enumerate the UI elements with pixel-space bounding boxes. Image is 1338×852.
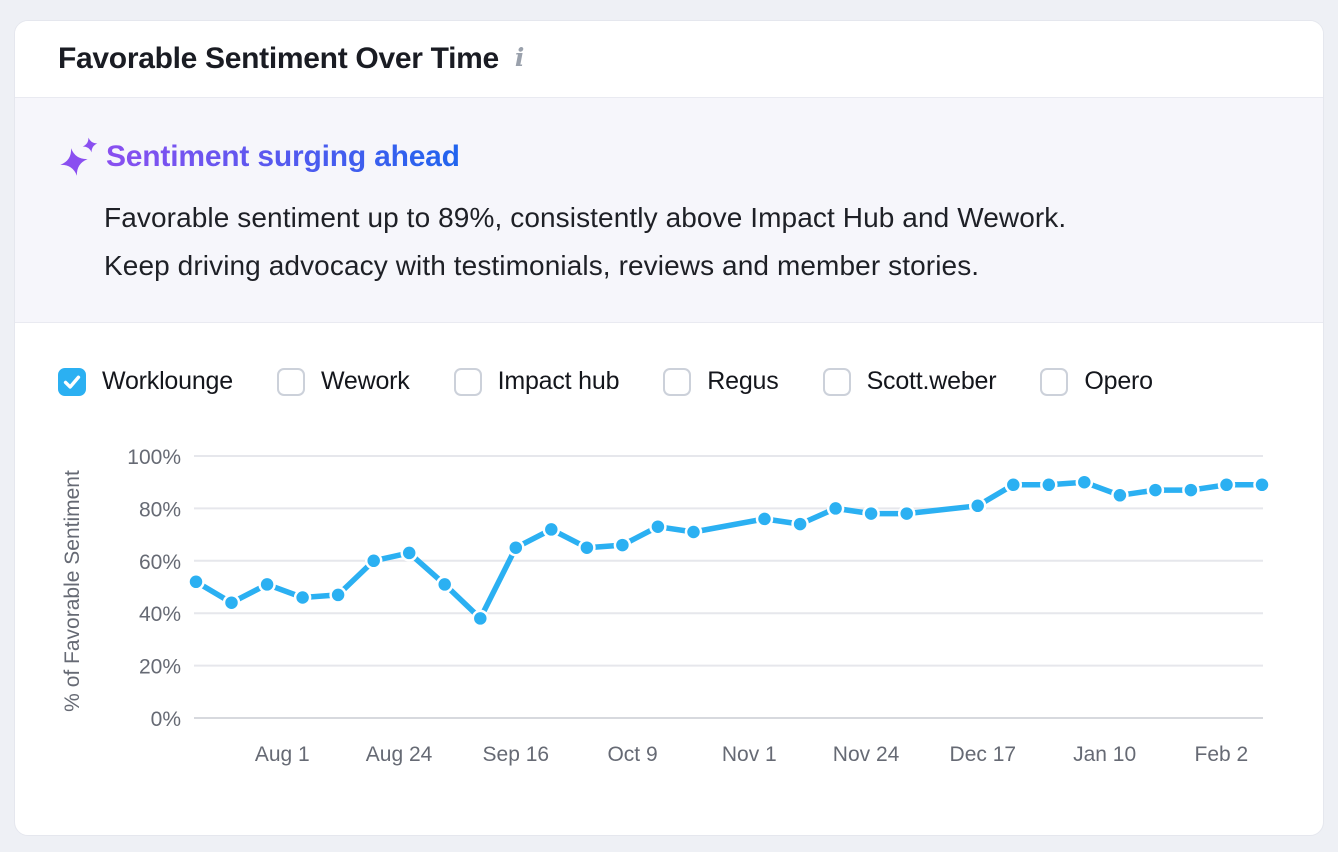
filter-impact-hub[interactable]: Impact hub — [453, 367, 620, 396]
x-tick-label: Nov 1 — [722, 743, 777, 766]
filter-label: Impact hub — [497, 367, 620, 395]
ai-insight-panel: Sentiment surging ahead Favorable sentim… — [15, 98, 1323, 323]
x-tick-label: Aug 24 — [366, 743, 433, 766]
card-header: Favorable Sentiment Over Time i — [15, 21, 1323, 98]
filter-label: Opero — [1084, 367, 1153, 395]
data-point[interactable] — [649, 517, 667, 536]
data-point[interactable] — [897, 504, 916, 523]
data-point[interactable] — [1111, 486, 1129, 505]
data-point[interactable] — [471, 609, 490, 628]
filter-worklounge[interactable]: Worklounge — [58, 367, 233, 396]
checkbox-unchecked-icon[interactable] — [276, 367, 305, 396]
checkbox-unchecked-icon[interactable] — [663, 367, 692, 396]
filter-opero[interactable]: Opero — [1040, 367, 1153, 396]
data-point[interactable] — [258, 575, 276, 594]
filter-wework[interactable]: Wework — [276, 367, 410, 396]
insight-body: Favorable sentiment up to 89%, consisten… — [104, 194, 1066, 290]
y-tick-label: 80% — [139, 498, 181, 521]
data-point[interactable] — [400, 544, 418, 562]
x-tick-label: Jan 10 — [1073, 743, 1136, 766]
x-tick-label: Oct 9 — [607, 743, 657, 766]
data-point[interactable] — [862, 504, 880, 523]
filter-label: Regus — [707, 367, 779, 395]
data-point[interactable] — [293, 588, 312, 607]
data-point[interactable] — [1253, 476, 1271, 494]
data-point[interactable] — [542, 520, 561, 539]
info-icon[interactable]: i — [514, 42, 525, 72]
y-tick-label: 20% — [139, 656, 181, 679]
data-point[interactable] — [222, 593, 241, 612]
checkbox-unchecked-icon[interactable] — [822, 367, 851, 396]
data-point[interactable] — [507, 538, 525, 557]
y-axis-title: % of Favorable Sentiment — [61, 470, 84, 712]
data-point[interactable] — [684, 523, 703, 541]
filter-label: Scott.weber — [866, 367, 997, 395]
y-tick-label: 0% — [151, 708, 181, 731]
insight-headline: Sentiment surging ahead — [106, 140, 460, 173]
insight-body-line: Keep driving advocacy with testimonials,… — [104, 250, 980, 281]
filter-regus[interactable]: Regus — [663, 367, 779, 396]
data-point[interactable] — [826, 499, 845, 518]
page-title: Favorable Sentiment Over Time — [58, 42, 499, 75]
y-tick-label: 40% — [139, 603, 181, 626]
checkbox-unchecked-icon[interactable] — [453, 367, 482, 396]
competitor-filter-row: Worklounge Wework Impact hub Regus Scott.web… — [58, 367, 1153, 396]
filter-scott-weber[interactable]: Scott.weber — [822, 367, 997, 396]
x-tick-label: Sep 16 — [483, 743, 550, 766]
sparkles-icon — [58, 136, 100, 178]
series-line-worklounge — [193, 479, 1265, 622]
y-tick-label: 60% — [139, 551, 181, 574]
data-point[interactable] — [578, 538, 596, 557]
filter-label: Worklounge — [102, 367, 233, 395]
y-tick-label: 100% — [127, 446, 181, 469]
data-point[interactable] — [435, 575, 454, 594]
data-point[interactable] — [1075, 473, 1094, 491]
data-point[interactable] — [329, 586, 347, 604]
filter-label: Wework — [320, 367, 410, 395]
checkbox-checked-icon[interactable] — [58, 367, 86, 396]
x-tick-label: Aug 1 — [255, 743, 310, 766]
data-point[interactable] — [1146, 481, 1165, 499]
data-point[interactable] — [613, 536, 632, 554]
data-point[interactable] — [1217, 476, 1236, 494]
x-tick-label: Feb 2 — [1195, 743, 1249, 766]
data-point[interactable] — [755, 510, 774, 528]
data-point[interactable] — [791, 515, 809, 533]
data-point[interactable] — [364, 552, 383, 570]
checkbox-unchecked-icon[interactable] — [1040, 367, 1069, 396]
insight-headline-row: Sentiment surging ahead — [58, 136, 460, 178]
data-point[interactable] — [187, 573, 205, 591]
x-tick-label: Dec 17 — [950, 743, 1017, 766]
sentiment-card: Favorable Sentiment Over Time i Sentimen… — [14, 20, 1324, 836]
data-point[interactable] — [968, 497, 987, 515]
insight-body-line: Favorable sentiment up to 89%, consisten… — [104, 202, 1067, 233]
x-tick-label: Nov 24 — [833, 743, 900, 766]
data-point[interactable] — [1182, 481, 1200, 499]
data-point[interactable] — [1040, 476, 1058, 494]
data-point[interactable] — [1004, 476, 1023, 494]
